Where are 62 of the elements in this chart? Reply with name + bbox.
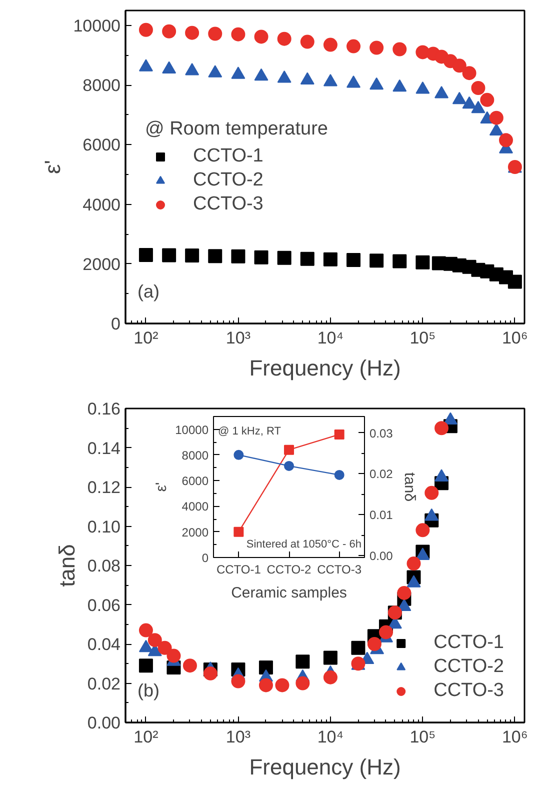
point bbox=[284, 460, 294, 471]
x-tick-label: 10⁶ bbox=[502, 328, 528, 348]
y2-tick-label: 0.01 bbox=[370, 508, 394, 522]
y-tick-label: 0.12 bbox=[87, 478, 121, 497]
x-tick-label: 10³ bbox=[226, 328, 251, 348]
y-tick-label: 4000 bbox=[82, 195, 121, 214]
y-tick-label: 2000 bbox=[82, 254, 121, 274]
y-tick-label: 8000 bbox=[82, 76, 121, 96]
x-tick-label: 10² bbox=[134, 328, 159, 348]
legend-label: CCTO-1 bbox=[434, 632, 504, 654]
y2-tick-label: 0.03 bbox=[370, 426, 394, 440]
x-tick-label: CCTO-3 bbox=[317, 562, 362, 576]
point bbox=[334, 429, 344, 440]
x-axis-title: Ceramic samples bbox=[231, 584, 347, 602]
point bbox=[234, 450, 244, 460]
point bbox=[284, 444, 294, 455]
y-tick-label: 0.08 bbox=[87, 556, 121, 576]
legend-label: CCTO-3 bbox=[193, 193, 264, 215]
x-tick-label: 10⁴ bbox=[317, 728, 344, 746]
y-axis-title: ε' bbox=[40, 160, 66, 174]
y-tick-label: 2000 bbox=[182, 525, 209, 540]
annotation: @ 1 kHz, RT bbox=[218, 426, 282, 438]
y-tick-label: 0.00 bbox=[87, 714, 121, 732]
x-tick-label: 10⁵ bbox=[410, 328, 436, 348]
x-tick-label: CCTO-1 bbox=[216, 562, 262, 576]
x-tick-label: 10⁵ bbox=[410, 728, 436, 746]
y2-tick-label: 0.02 bbox=[370, 467, 394, 482]
y-tick-label: 10000 bbox=[73, 16, 121, 36]
x-tick-label: 10⁶ bbox=[502, 728, 528, 746]
y-tick-label: 4000 bbox=[182, 500, 209, 514]
legend-label: CCTO-1 bbox=[193, 145, 264, 167]
y-tick-label: 0.04 bbox=[87, 635, 121, 654]
legend-label: CCTO-2 bbox=[434, 656, 504, 678]
y-axis-title: ε' bbox=[153, 482, 170, 492]
point bbox=[234, 526, 244, 537]
y-tick-label: 0 bbox=[111, 314, 121, 334]
y-tick-label: 8000 bbox=[182, 448, 209, 462]
x-axis-title: Frequency (Hz) bbox=[249, 754, 401, 780]
y-tick-label: 0.10 bbox=[87, 517, 121, 536]
annotation: (a) bbox=[137, 282, 160, 302]
legend-label: CCTO-3 bbox=[434, 680, 504, 702]
annotation: Sintered at 1050°C - 6h bbox=[246, 538, 362, 550]
legend-title: @ Room temperature bbox=[145, 118, 328, 140]
annotation: (b) bbox=[137, 680, 160, 701]
y-tick-label: 0.16 bbox=[87, 400, 121, 418]
y2-axis-title: tanδ bbox=[400, 472, 418, 502]
y-tick-label: 0.02 bbox=[87, 674, 121, 694]
y2-tick-label: 0.00 bbox=[370, 548, 394, 563]
y-tick-label: 0.06 bbox=[87, 596, 121, 615]
point bbox=[334, 470, 344, 480]
y-tick-label: 6000 bbox=[82, 136, 121, 155]
y-tick-label: 0.14 bbox=[87, 438, 121, 458]
x-tick-label: 10² bbox=[134, 728, 159, 746]
legend-label: CCTO-2 bbox=[193, 169, 264, 191]
y-tick-label: 10000 bbox=[175, 422, 209, 437]
x-tick-label: 10⁴ bbox=[317, 328, 344, 348]
x-axis-title: Frequency (Hz) bbox=[249, 356, 401, 380]
y-tick-label: 0 bbox=[202, 551, 209, 565]
x-tick-label: 10³ bbox=[226, 728, 251, 746]
x-tick-label: CCTO-2 bbox=[266, 562, 312, 576]
y-tick-label: 6000 bbox=[182, 474, 209, 488]
y-axis-title: tanδ bbox=[54, 544, 80, 587]
